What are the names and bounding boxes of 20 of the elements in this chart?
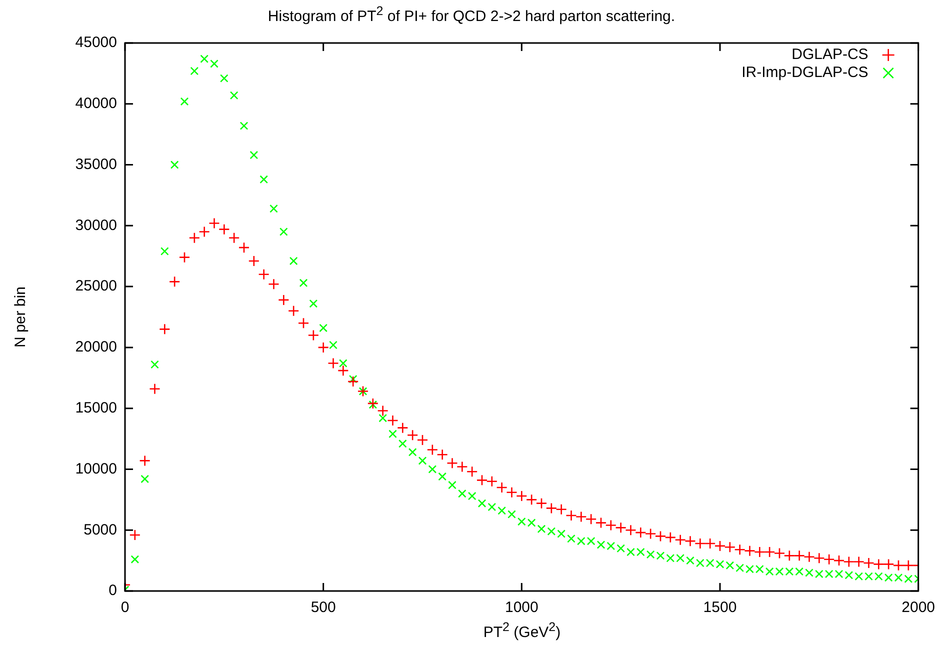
- x-tick-label: 0: [120, 599, 130, 616]
- y-tick-label: 20000: [75, 338, 117, 356]
- y-tick-label: 35000: [75, 156, 117, 173]
- legend-label: IR-Imp-DGLAP-CS: [742, 64, 868, 82]
- x-tick-label: 2000: [902, 599, 936, 616]
- y-tick-label: 0: [108, 582, 117, 600]
- x-tick-label: 500: [310, 599, 336, 616]
- y-tick-label: 15000: [75, 399, 117, 416]
- y-tick-label: 10000: [75, 460, 117, 478]
- y-tick-label: 5000: [84, 521, 117, 538]
- x-tick-label: 1000: [504, 599, 538, 616]
- y-axis-title: N per bin: [11, 286, 28, 348]
- x-tick-label: 1500: [703, 599, 737, 616]
- y-tick-label: 30000: [75, 216, 117, 234]
- x-axis-title: PT$^{2}$ (GeV$^{2}$): [482, 620, 562, 641]
- legend-label: DGLAP-CS: [792, 46, 868, 64]
- y-tick-label: 40000: [75, 95, 117, 112]
- chart-title: Histogram of PT$^{2}$ of PI+ for QCD 2->2 hard parton scattering.: [266, 4, 676, 25]
- y-tick-label: 25000: [75, 278, 117, 295]
- y-tick-label: 45000: [75, 34, 117, 52]
